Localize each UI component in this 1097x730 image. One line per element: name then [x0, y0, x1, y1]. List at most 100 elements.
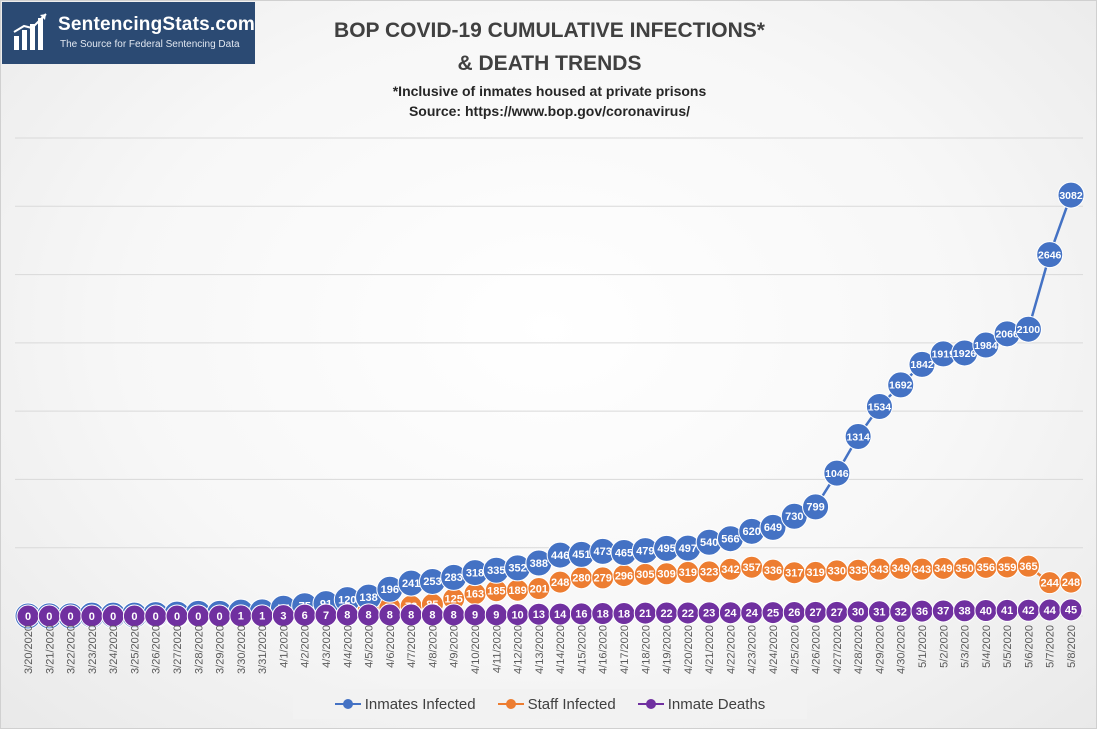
data-label-inmates: 1046 — [825, 468, 849, 480]
data-point-staff — [1059, 570, 1083, 594]
x-tick-label: 3/27/2020 — [172, 625, 184, 674]
x-tick-label: 4/15/2020 — [576, 625, 588, 674]
data-label-deaths: 0 — [195, 611, 201, 623]
x-tick-label: 4/20/2020 — [683, 625, 695, 674]
data-label-inmates: 473 — [594, 546, 612, 558]
data-point-staff — [527, 577, 551, 601]
x-tick-label: 4/28/2020 — [853, 625, 865, 674]
legend-label-staff: Staff Infected — [527, 695, 616, 713]
data-label-inmates: 1926 — [953, 348, 977, 360]
data-label-deaths: 23 — [703, 608, 715, 620]
chart-title-line-2: & DEATH TRENDS — [457, 52, 642, 75]
x-tick-label: 3/22/2020 — [66, 625, 78, 674]
data-label-deaths: 8 — [429, 610, 435, 622]
data-label-deaths: 6 — [302, 610, 308, 622]
x-tick-label: 4/2/2020 — [300, 625, 312, 668]
data-label-staff: 309 — [657, 569, 675, 581]
data-label-staff: 279 — [594, 573, 612, 585]
data-label-inmates: 3082 — [1059, 190, 1083, 202]
data-label-inmates: 730 — [785, 511, 803, 523]
x-tick-label: 4/18/2020 — [640, 625, 652, 674]
data-label-deaths: 45 — [1065, 605, 1077, 617]
x-tick-label: 3/28/2020 — [193, 625, 205, 674]
data-label-staff: 317 — [785, 568, 803, 580]
legend-swatch-deaths — [637, 699, 664, 709]
x-tick-label: 3/23/2020 — [87, 625, 99, 674]
data-label-staff: 189 — [508, 585, 526, 597]
data-label-staff: 336 — [764, 565, 782, 577]
data-label-deaths: 0 — [25, 611, 31, 623]
data-label-deaths: 41 — [1001, 605, 1013, 617]
data-point-staff — [1016, 554, 1040, 578]
x-tick-label: 4/7/2020 — [406, 625, 418, 668]
data-label-inmates: 1919 — [932, 349, 956, 361]
x-tick-label: 5/6/2020 — [1023, 625, 1035, 668]
series-layer: 2223338131919223044596054596372851251631… — [14, 181, 1085, 630]
data-point-inmates — [972, 331, 1000, 359]
data-label-deaths: 18 — [618, 608, 630, 620]
x-tick-label: 3/30/2020 — [236, 625, 248, 674]
data-label-deaths: 0 — [110, 611, 116, 623]
data-label-deaths: 8 — [387, 610, 393, 622]
logo-brand: SentencingStats.com — [58, 14, 256, 35]
x-tick-label: 3/20/2020 — [23, 625, 35, 674]
x-tick-label: 4/23/2020 — [747, 625, 759, 674]
x-tick-label: 4/10/2020 — [470, 625, 482, 674]
x-tick-label: 4/6/2020 — [385, 625, 397, 668]
data-label-deaths: 38 — [958, 606, 970, 618]
data-label-staff: 356 — [977, 562, 995, 574]
data-label-inmates: 120 — [338, 594, 356, 606]
data-label-inmates: 465 — [615, 547, 633, 559]
gridlines — [15, 137, 1083, 617]
x-tick-label: 4/4/2020 — [342, 625, 354, 668]
data-label-inmates: 497 — [679, 543, 697, 555]
data-label-deaths: 8 — [344, 610, 350, 622]
data-label-deaths: 36 — [916, 606, 928, 618]
data-label-deaths: 22 — [682, 608, 694, 620]
data-label-staff: 248 — [551, 577, 569, 589]
data-label-deaths: 8 — [408, 610, 414, 622]
data-label-deaths: 30 — [852, 607, 864, 619]
x-tick-label: 4/3/2020 — [321, 625, 333, 668]
data-label-staff: 350 — [955, 563, 973, 575]
x-tick-label: 4/12/2020 — [513, 625, 525, 674]
data-label-inmates: 388 — [530, 558, 548, 570]
data-label-staff: 185 — [487, 586, 505, 598]
data-label-inmates: 649 — [764, 522, 782, 534]
data-label-deaths: 37 — [937, 606, 949, 618]
data-point-inmates — [865, 392, 893, 420]
data-label-staff: 349 — [934, 563, 952, 575]
data-label-inmates: 799 — [806, 502, 824, 514]
data-label-deaths: 27 — [831, 607, 843, 619]
data-label-deaths: 7 — [323, 610, 329, 622]
x-tick-label: 4/14/2020 — [555, 625, 567, 674]
data-label-inmates: 1984 — [974, 340, 998, 352]
x-tick-label: 4/16/2020 — [598, 625, 610, 674]
legend-item-inmates: Inmates Infected — [334, 696, 476, 713]
data-label-deaths: 26 — [788, 607, 800, 619]
chart-title-line-1: BOP COVID-19 CUMULATIVE INFECTIONS* — [334, 19, 765, 42]
x-tick-label: 5/8/2020 — [1066, 625, 1078, 668]
data-label-inmates: 335 — [487, 565, 505, 577]
data-label-deaths: 8 — [366, 610, 372, 622]
data-label-inmates: 451 — [572, 549, 590, 561]
data-label-deaths: 22 — [660, 608, 672, 620]
data-label-staff: 359 — [998, 562, 1016, 574]
legend-swatch-staff — [497, 699, 524, 709]
data-label-deaths: 1 — [259, 611, 265, 623]
data-label-inmates: 352 — [508, 563, 526, 575]
data-label-inmates: 446 — [551, 550, 569, 562]
data-label-inmates: 2066 — [995, 329, 1019, 341]
data-label-deaths: 32 — [895, 606, 907, 618]
data-label-deaths: 0 — [68, 611, 74, 623]
bar-chart-logo-icon — [13, 13, 47, 50]
data-label-inmates: 196 — [381, 584, 399, 596]
data-label-inmates: 2100 — [1017, 324, 1041, 336]
data-label-deaths: 21 — [639, 608, 651, 620]
data-label-inmates: 241 — [402, 578, 420, 590]
x-tick-label: 4/25/2020 — [789, 625, 801, 674]
x-tick-label: 4/17/2020 — [619, 625, 631, 674]
data-label-deaths: 0 — [174, 611, 180, 623]
data-label-staff: 201 — [530, 583, 548, 595]
